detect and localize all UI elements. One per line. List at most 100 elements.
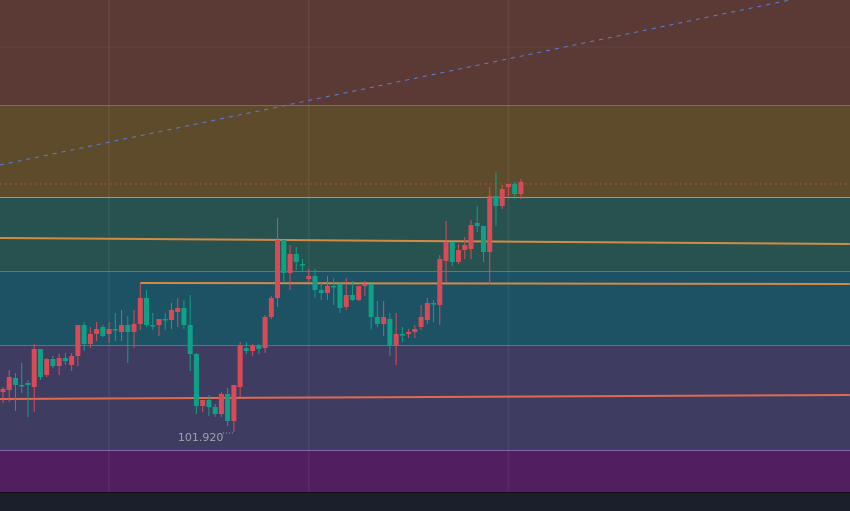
trend-lines[interactable] xyxy=(0,0,850,400)
candle-up xyxy=(505,184,511,196)
candle-down xyxy=(150,313,156,330)
candle-body xyxy=(437,259,443,305)
candle-down xyxy=(62,353,68,365)
candle-up xyxy=(468,220,474,259)
candle-body xyxy=(237,346,243,387)
candle-body xyxy=(399,334,405,336)
trend-line[interactable] xyxy=(0,237,850,245)
candle-body xyxy=(144,298,150,325)
candles xyxy=(0,172,524,432)
candle-body xyxy=(62,358,68,361)
candle-down xyxy=(349,281,355,301)
candle-up xyxy=(343,278,349,310)
candle-down xyxy=(474,206,480,232)
candle-body xyxy=(150,325,156,327)
candle-body xyxy=(393,334,399,346)
candle-body xyxy=(387,319,393,346)
candle-body xyxy=(162,319,168,321)
candle-body xyxy=(56,358,62,366)
candle-body xyxy=(87,334,93,344)
candle-body xyxy=(293,254,299,262)
candle-body xyxy=(94,329,100,334)
candle-down xyxy=(100,325,106,337)
candle-body xyxy=(512,184,518,194)
candle-down xyxy=(25,380,31,417)
candle-body xyxy=(31,349,37,387)
candle-up xyxy=(381,301,387,336)
candle-body xyxy=(137,298,143,324)
candle-body xyxy=(81,325,87,344)
candle-up xyxy=(168,303,174,329)
candle-body xyxy=(181,308,187,325)
candle-up xyxy=(156,319,162,336)
candle-up xyxy=(94,322,100,341)
candle-up xyxy=(175,298,181,327)
candle-up xyxy=(275,218,281,307)
candle-up xyxy=(0,387,6,403)
candle-body xyxy=(193,354,199,406)
candle-up xyxy=(250,344,256,356)
candle-up xyxy=(324,276,330,300)
candle-body xyxy=(300,264,306,266)
time-axis-bar[interactable] xyxy=(0,492,850,511)
candle-body xyxy=(212,407,218,414)
candle-body xyxy=(275,240,281,298)
candle-body xyxy=(356,286,362,300)
candle-down xyxy=(225,388,231,426)
candle-body xyxy=(331,286,337,288)
candle-up xyxy=(287,245,293,290)
candle-body xyxy=(12,378,18,385)
candle-down xyxy=(281,240,287,283)
candle-down xyxy=(37,349,43,380)
candle-body xyxy=(468,225,474,249)
candle-body xyxy=(50,359,56,366)
candle-body xyxy=(106,329,112,334)
candle-body xyxy=(100,327,106,336)
candle-up xyxy=(456,244,462,264)
candle-up xyxy=(487,187,493,284)
trend-line[interactable] xyxy=(140,282,850,285)
candle-down xyxy=(337,283,343,313)
candle-body xyxy=(493,196,499,206)
candle-body xyxy=(456,250,462,262)
candle-body xyxy=(505,184,511,187)
candle-body xyxy=(6,377,12,390)
candle-down xyxy=(431,300,437,322)
candle-down xyxy=(331,278,337,305)
candle-body xyxy=(112,329,118,331)
trend-line[interactable] xyxy=(0,394,850,400)
candle-body xyxy=(268,298,274,317)
candle-down xyxy=(399,327,405,342)
candle-body xyxy=(368,284,374,317)
candle-body xyxy=(206,400,212,407)
candle-body xyxy=(281,240,287,273)
candle-down xyxy=(206,395,212,416)
candle-up xyxy=(200,400,206,412)
candle-down xyxy=(368,284,374,330)
candle-up xyxy=(443,221,449,283)
low-price-annotation: 101.920 xyxy=(178,431,234,444)
candle-down xyxy=(493,172,499,226)
candle-body xyxy=(462,245,468,250)
candle-down xyxy=(312,269,318,298)
candle-body xyxy=(343,295,349,307)
candle-body xyxy=(518,182,524,194)
candle-up xyxy=(518,179,524,199)
candle-up xyxy=(362,281,368,296)
zone-band xyxy=(0,0,850,106)
candle-body xyxy=(250,346,256,351)
candle-up xyxy=(237,342,243,397)
candle-body xyxy=(75,325,81,356)
candle-down xyxy=(480,226,486,262)
zone-band xyxy=(0,106,850,198)
candle-body xyxy=(187,325,193,354)
candle-down xyxy=(374,301,380,327)
candle-down xyxy=(162,313,168,330)
candle-up xyxy=(69,353,75,371)
candle-up xyxy=(44,358,50,377)
candle-up xyxy=(462,237,468,259)
candle-body xyxy=(218,394,224,414)
candle-up xyxy=(356,286,362,301)
